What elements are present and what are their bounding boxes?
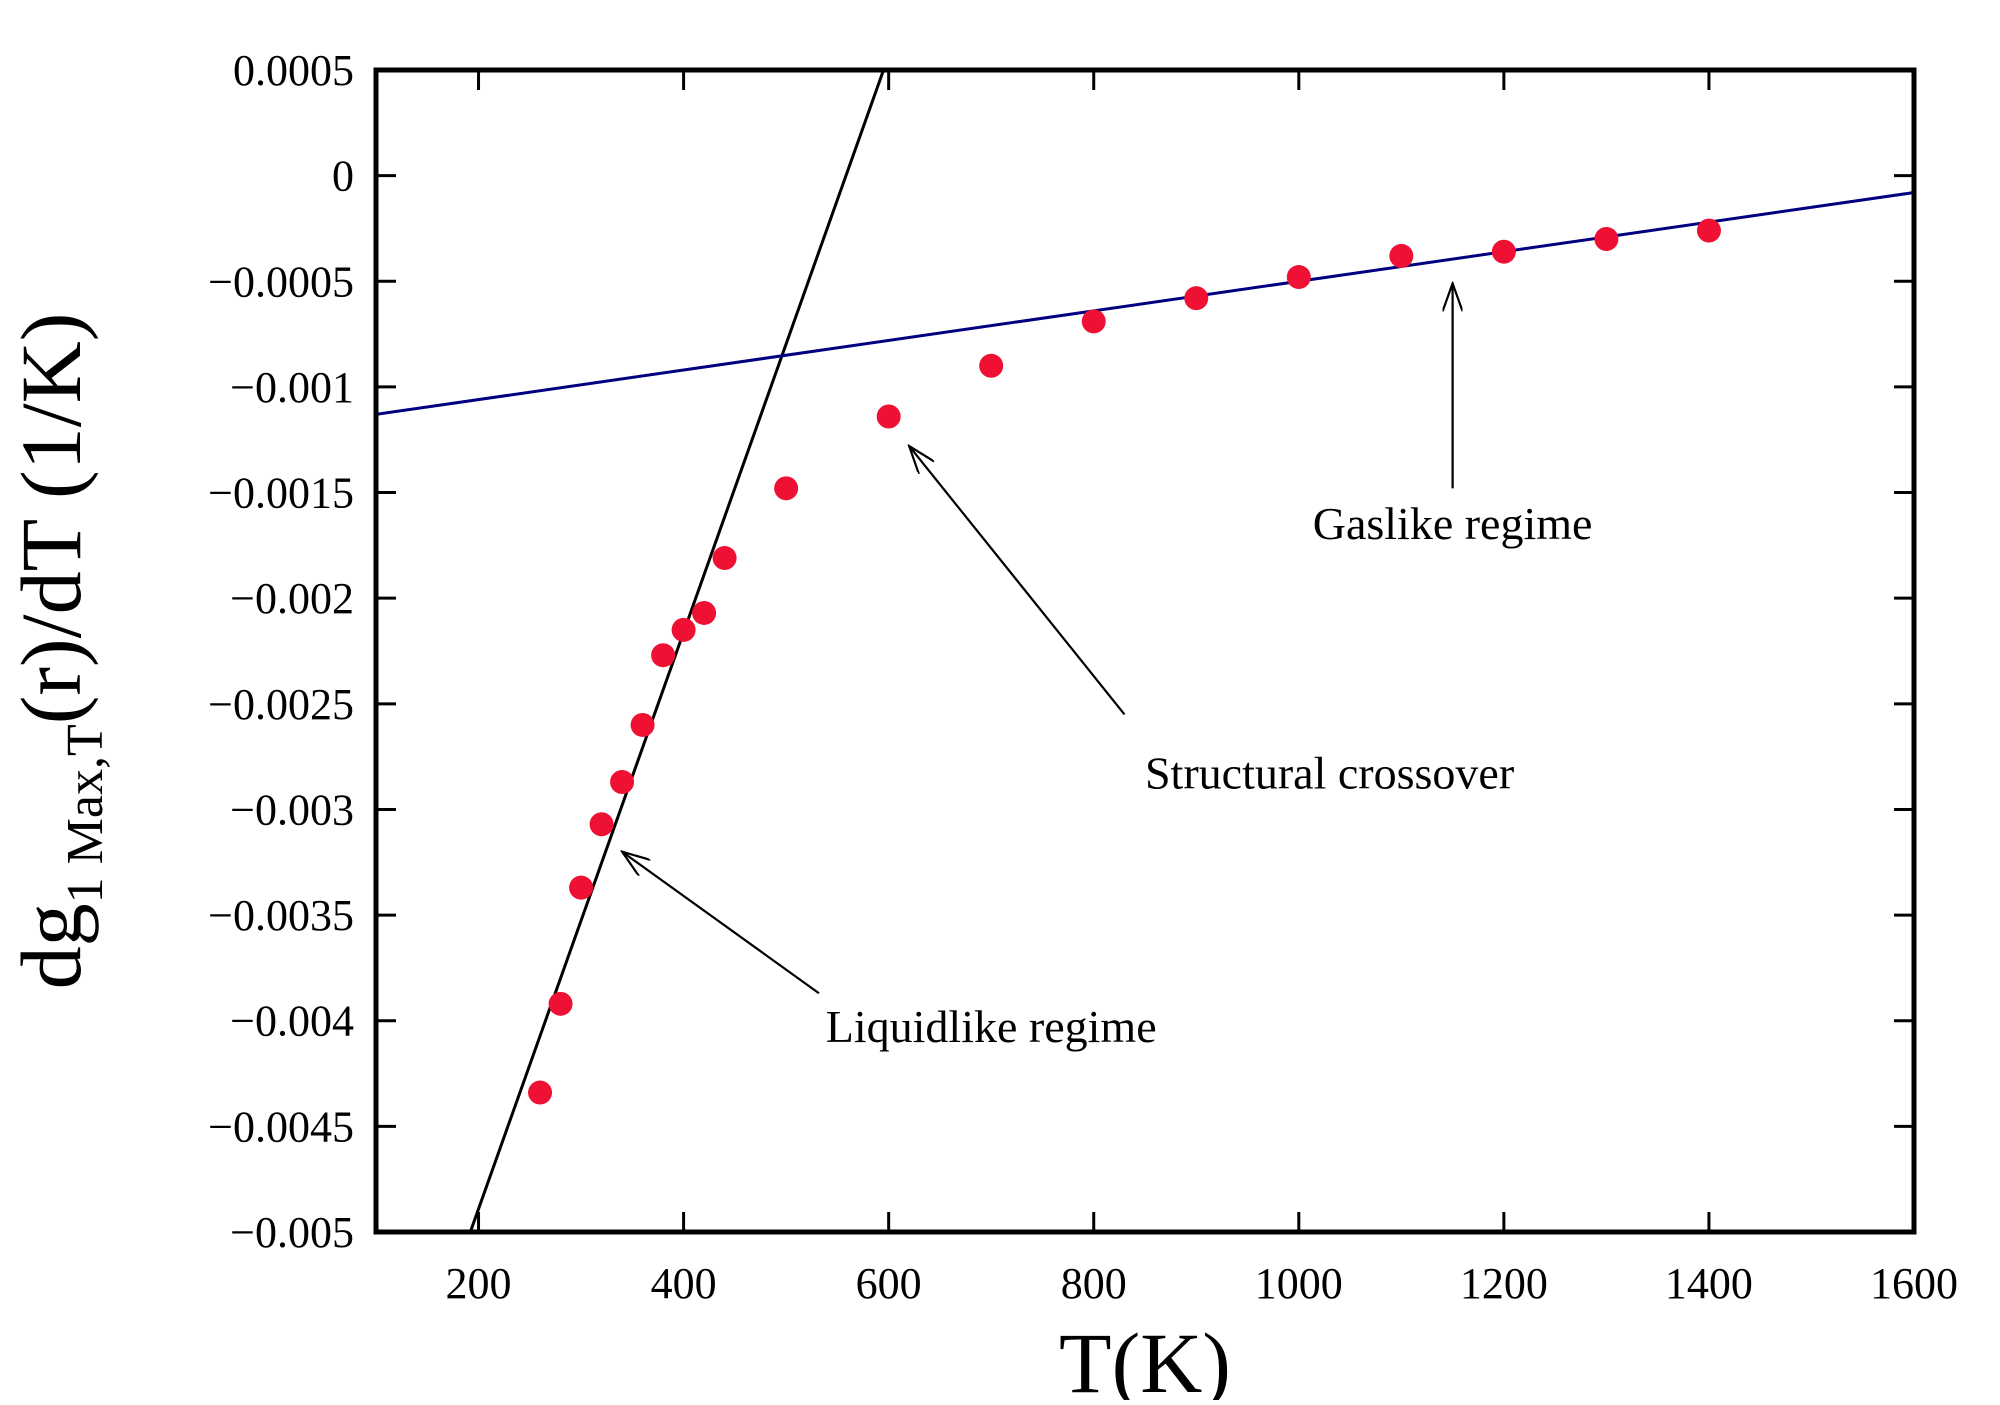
- liquidlike-label: Liquidlike regime: [826, 1001, 1157, 1052]
- y-tick-label: −0.005: [230, 1208, 354, 1257]
- x-tick-label: 400: [651, 1259, 717, 1308]
- y-tick-label: −0.0045: [208, 1102, 354, 1151]
- data-point: [1184, 286, 1209, 311]
- x-tick-label: 1600: [1870, 1259, 1958, 1308]
- data-point: [630, 712, 655, 737]
- data-point: [548, 991, 573, 1016]
- data-point: [1491, 239, 1516, 264]
- data-point: [528, 1080, 553, 1105]
- data-point: [1594, 227, 1619, 252]
- data-point: [712, 546, 737, 571]
- y-tick-label: 0.0005: [233, 46, 354, 95]
- crossover-label-arrow: [909, 446, 1126, 716]
- y-tick-label: −0.002: [230, 574, 354, 623]
- x-tick-label: 200: [446, 1259, 512, 1308]
- data-point: [1286, 265, 1311, 290]
- x-tick-label: 1200: [1460, 1259, 1548, 1308]
- data-point: [1081, 309, 1106, 334]
- y-axis-title-subscript: 1 Max,T: [57, 724, 114, 903]
- data-point: [569, 875, 594, 900]
- x-tick-label: 1000: [1255, 1259, 1343, 1308]
- data-point: [876, 404, 901, 429]
- y-tick-label: −0.0025: [208, 680, 354, 729]
- liquidlike-label-arrow: [622, 852, 820, 995]
- data-point: [774, 476, 799, 501]
- x-tick-label: 600: [856, 1259, 922, 1308]
- data-point: [589, 812, 614, 837]
- gaslike-label: Gaslike regime: [1313, 498, 1593, 549]
- gaslike-fit: [376, 191, 1914, 416]
- y-tick-label: −0.0005: [208, 257, 354, 306]
- y-axis-title-prefix: dg: [3, 903, 99, 989]
- y-tick-label: −0.003: [230, 785, 354, 834]
- data-point: [671, 617, 696, 642]
- y-tick-label: −0.004: [230, 997, 354, 1046]
- data-point: [1696, 218, 1721, 243]
- x-axis-title: T(K): [1059, 1315, 1231, 1400]
- data-point: [979, 353, 1004, 378]
- data-point: [692, 600, 717, 625]
- y-axis-title: dg1 Max,T(r)/dT (1/K): [3, 313, 114, 990]
- x-tick-label: 1400: [1665, 1259, 1753, 1308]
- y-axis-title-suffix: (r)/dT (1/K): [3, 313, 99, 725]
- crossover-label: Structural crossover: [1145, 747, 1514, 798]
- liquidlike-fit: [468, 70, 885, 1232]
- y-tick-label: −0.001: [230, 363, 354, 412]
- plot-frame: [373, 67, 1917, 1235]
- data-point: [610, 769, 635, 794]
- data-point: [1389, 243, 1414, 268]
- y-tick-label: −0.0035: [208, 891, 354, 940]
- y-tick-label: −0.0015: [208, 469, 354, 518]
- svg-text:dg1 Max,T(r)/dT (1/K): dg1 Max,T(r)/dT (1/K): [3, 313, 114, 990]
- y-tick-label: 0: [332, 152, 354, 201]
- data-point: [651, 643, 676, 668]
- x-tick-label: 800: [1061, 1259, 1127, 1308]
